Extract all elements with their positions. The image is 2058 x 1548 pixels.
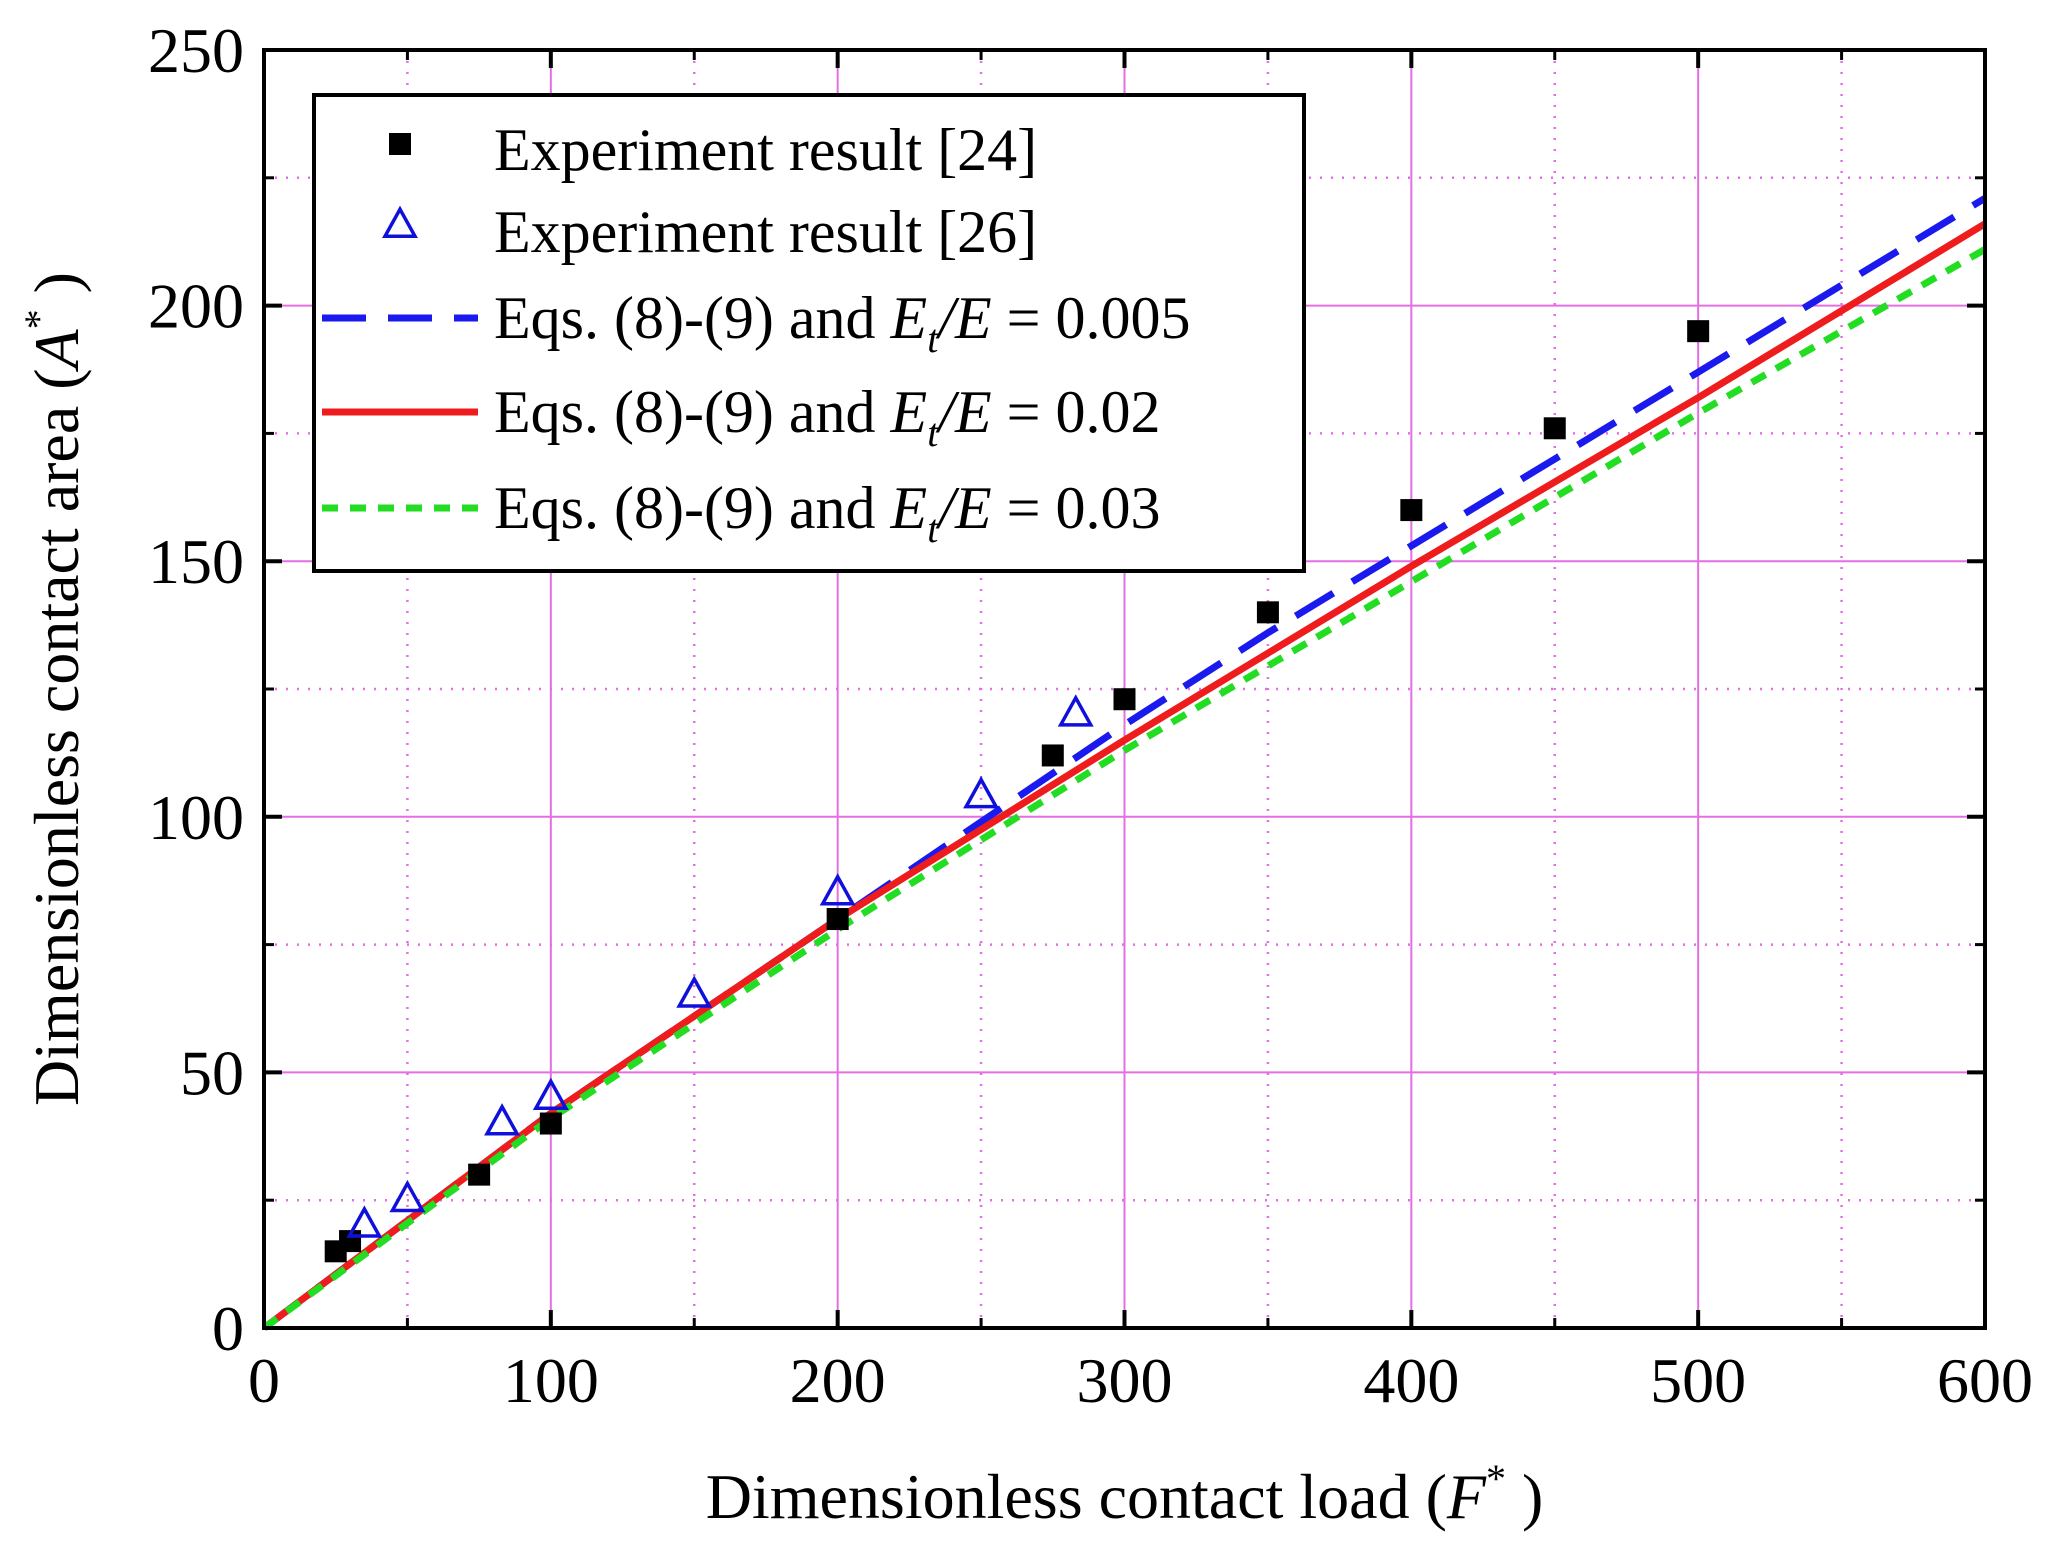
triangle-marker (819, 873, 856, 906)
y-axis-title-sup: * (16, 309, 61, 329)
square-marker (1041, 744, 1064, 767)
x-axis-title-symbol: F (1446, 1461, 1487, 1532)
triangle-marker (532, 1077, 569, 1110)
triangle-marker (676, 975, 713, 1008)
y-tick-label: 50 (180, 1037, 244, 1108)
y-tick-label: 100 (148, 782, 244, 853)
legend-label-1: Experiment result [26] (494, 199, 1037, 265)
legend-label-2: Eqs. (8)-(9) and Et/E = 0.005 (494, 285, 1191, 361)
y-tick-label: 250 (148, 15, 244, 86)
legend-label-0: Experiment result [24] (494, 117, 1037, 183)
legend-label-4: Eqs. (8)-(9) and Et/E = 0.03 (494, 475, 1161, 551)
triangle-marker (382, 205, 418, 239)
y-axis-title-text: Dimensionless contact area ( (21, 368, 92, 1106)
legend-label-3: Eqs. (8)-(9) and Et/E = 0.02 (494, 379, 1161, 455)
y-axis-title: Dimensionless contact area (A* ) (16, 272, 92, 1106)
x-tick-label: 600 (1937, 1345, 2033, 1416)
x-axis-title: Dimensionless contact load (F* ) (706, 1456, 1544, 1532)
x-tick-label: 400 (1363, 1345, 1459, 1416)
series-line-4 (261, 246, 1987, 1331)
x-tick-label: 0 (248, 1345, 280, 1416)
triangle-marker (963, 776, 1000, 809)
square-marker (389, 133, 411, 155)
x-tick-label: 100 (503, 1345, 599, 1416)
x-tick-label: 300 (1077, 1345, 1173, 1416)
square-marker (468, 1163, 491, 1186)
tick-layer: 0 100 200 300 400 500 600 0 50 100 150 200 250 (148, 15, 2033, 1416)
series-markers-1 (346, 694, 1094, 1238)
x-tick-label: 200 (790, 1345, 886, 1416)
x-axis-title-sup: * (1486, 1456, 1506, 1501)
y-tick-label: 0 (212, 1293, 244, 1364)
square-marker (1400, 499, 1423, 522)
series-layer (261, 195, 1987, 1331)
square-marker (1256, 601, 1279, 624)
triangle-marker (1057, 694, 1094, 727)
y-axis-title-close: ) (21, 272, 92, 309)
square-marker (1113, 688, 1136, 711)
x-axis-title-text: Dimensionless contact load ( (706, 1461, 1447, 1532)
square-marker (539, 1112, 562, 1135)
y-tick-label: 150 (148, 526, 244, 597)
legend-box (312, 93, 1306, 573)
legend-layer: Experiment result [24] Experiment result … (312, 93, 1306, 573)
x-axis-title-close: ) (1506, 1461, 1543, 1532)
x-tick-label: 500 (1650, 1345, 1746, 1416)
square-marker (826, 908, 849, 931)
triangle-marker (346, 1205, 383, 1238)
triangle-marker (484, 1103, 521, 1136)
square-marker (1543, 417, 1566, 440)
square-marker (1687, 320, 1710, 343)
triangle-marker (389, 1179, 426, 1213)
y-axis-title-symbol: A (21, 328, 92, 372)
y-tick-label: 200 (148, 271, 244, 342)
